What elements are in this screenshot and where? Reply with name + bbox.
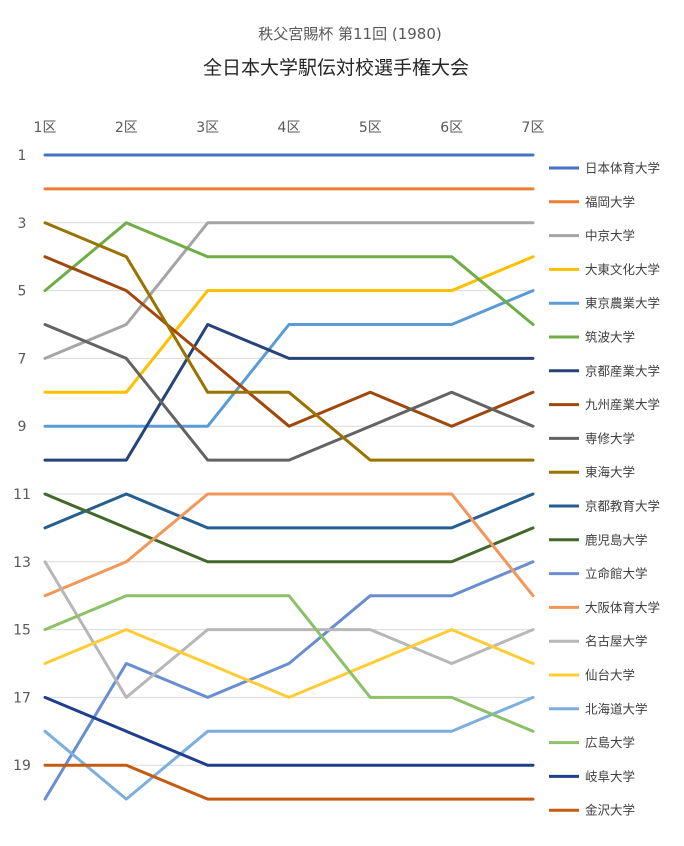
- y-tick-label: 9: [18, 419, 27, 435]
- legend-item: 名古屋大学: [549, 634, 648, 649]
- series-line: [43, 255, 535, 428]
- legend-label: 鹿児島大学: [585, 532, 648, 547]
- legend-item: 北海道大学: [549, 701, 648, 716]
- legend-label: 金沢大学: [585, 803, 635, 818]
- legend-label: 大阪体育大学: [585, 600, 660, 615]
- legend-item: 岐阜大学: [549, 769, 635, 784]
- y-tick-label: 13: [13, 555, 31, 571]
- legend: 日本体育大学福岡大学中京大学大東文化大学東京農業大学筑波大学京都産業大学九州産業…: [549, 161, 660, 818]
- legend-label: 日本体育大学: [585, 161, 660, 176]
- legend-item: 大東文化大学: [549, 262, 660, 277]
- legend-label: 九州産業大学: [585, 397, 660, 412]
- series-line: [43, 492, 535, 564]
- legend-label: 筑波大学: [585, 330, 635, 345]
- series-line: [43, 255, 535, 394]
- y-tick-label: 17: [13, 690, 31, 706]
- y-tick-label: 19: [13, 758, 31, 774]
- x-tick-label: 2区: [115, 120, 138, 136]
- series-line: [43, 695, 535, 767]
- y-tick-label: 7: [18, 351, 27, 367]
- series-line: [43, 221, 535, 360]
- legend-item: 京都産業大学: [549, 363, 660, 378]
- legend-item: 大阪体育大学: [549, 600, 660, 615]
- legend-label: 専修大学: [585, 431, 635, 446]
- series-lines: [43, 153, 535, 801]
- chart-subtitle: 秩父宮賜杯 第11回 (1980): [258, 25, 442, 43]
- x-tick-label: 6区: [440, 120, 463, 136]
- legend-item: 中京大学: [549, 228, 635, 243]
- x-axis-ticks: 1区 2区 3区 4区 5区 6区 7区: [34, 120, 545, 136]
- legend-label: 大東文化大学: [585, 262, 660, 277]
- series-line: [43, 560, 535, 699]
- legend-label: 広島大学: [585, 735, 635, 750]
- series-line: [43, 492, 535, 598]
- legend-label: 東海大学: [585, 465, 635, 480]
- series-line: [43, 628, 535, 699]
- x-tick-label: 3区: [196, 120, 219, 136]
- legend-label: 東京農業大学: [585, 296, 660, 311]
- legend-item: 福岡大学: [549, 194, 635, 209]
- x-tick-label: 1区: [34, 120, 57, 136]
- legend-label: 京都教育大学: [585, 499, 660, 514]
- series-line: [43, 289, 535, 428]
- y-tick-label: 1: [18, 148, 27, 164]
- series-line: [43, 492, 535, 530]
- series-line: [43, 323, 535, 462]
- legend-label: 京都産業大学: [585, 363, 660, 378]
- legend-item: 九州産業大学: [549, 397, 660, 412]
- series-line: [43, 594, 535, 733]
- y-tick-label: 15: [13, 623, 31, 639]
- x-tick-label: 7区: [522, 120, 545, 136]
- y-tick-label: 5: [18, 284, 27, 300]
- series-line: [43, 560, 535, 801]
- series-line: [43, 323, 535, 462]
- legend-label: 名古屋大学: [585, 634, 648, 649]
- legend-item: 専修大学: [549, 431, 635, 446]
- series-line: [43, 221, 535, 326]
- series-line: [43, 695, 535, 801]
- y-tick-label: 3: [18, 216, 27, 232]
- legend-label: 立命館大学: [585, 566, 648, 581]
- series-line: [43, 221, 535, 462]
- legend-label: 中京大学: [585, 228, 635, 243]
- legend-item: 東京農業大学: [549, 296, 660, 311]
- legend-label: 仙台大学: [585, 668, 635, 683]
- legend-item: 仙台大学: [549, 668, 635, 683]
- legend-label: 岐阜大学: [585, 769, 635, 784]
- legend-item: 鹿児島大学: [549, 532, 648, 547]
- legend-item: 日本体育大学: [549, 161, 660, 176]
- legend-item: 立命館大学: [549, 566, 648, 581]
- legend-item: 広島大学: [549, 735, 635, 750]
- legend-item: 京都教育大学: [549, 499, 660, 514]
- x-tick-label: 5区: [359, 120, 382, 136]
- series-line: [43, 763, 535, 801]
- legend-item: 筑波大学: [549, 330, 635, 345]
- legend-item: 金沢大学: [549, 803, 635, 818]
- chart-title: 全日本大学駅伝対校選手権大会: [203, 57, 469, 79]
- legend-item: 東海大学: [549, 465, 635, 480]
- y-tick-label: 11: [13, 487, 31, 503]
- legend-label: 北海道大学: [585, 701, 648, 716]
- legend-label: 福岡大学: [585, 194, 635, 209]
- x-tick-label: 4区: [278, 120, 301, 136]
